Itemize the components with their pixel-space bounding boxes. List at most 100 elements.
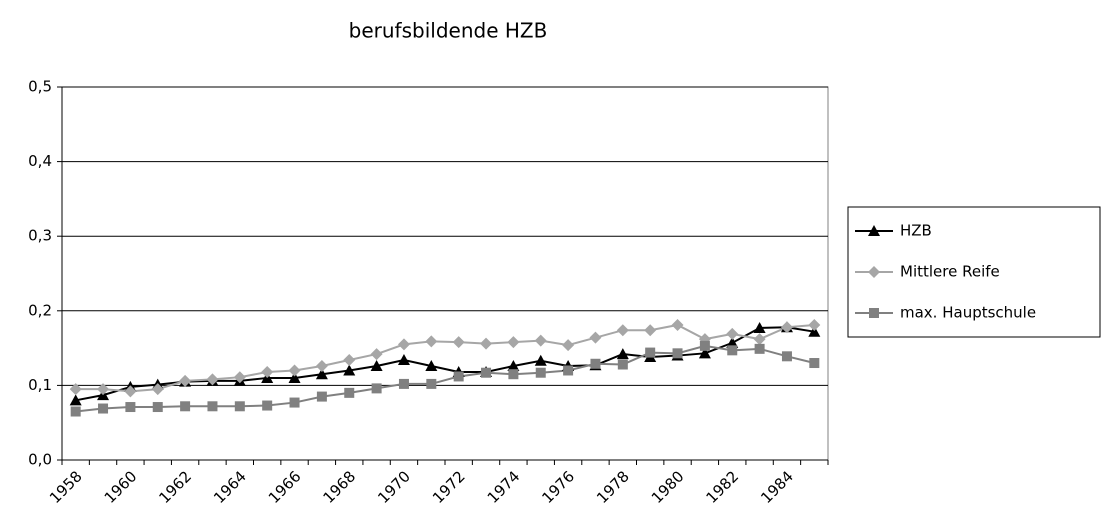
y-tick-label: 0,3 (28, 227, 52, 245)
data-point (289, 397, 300, 408)
data-point (507, 336, 520, 349)
x-tick-label: 1980 (648, 467, 688, 507)
x-tick-label: 1970 (374, 467, 414, 507)
chart-title: berufsbildende HZB (349, 19, 548, 43)
data-point (590, 358, 601, 369)
data-point (207, 401, 218, 412)
data-point (234, 401, 245, 412)
data-point (180, 401, 191, 412)
legend-marker (868, 266, 880, 278)
data-point (617, 359, 628, 370)
y-tick-label: 0,1 (28, 376, 52, 394)
series-line (75, 323, 815, 393)
data-point (534, 334, 547, 347)
data-point (397, 354, 410, 366)
y-tick-label: 0,4 (28, 152, 52, 170)
data-point (69, 383, 82, 396)
data-point (808, 325, 821, 337)
data-point (69, 394, 82, 406)
data-point (671, 318, 684, 331)
x-tick-label: 1978 (593, 467, 633, 507)
data-point (727, 345, 738, 356)
data-point (672, 348, 683, 359)
data-point (453, 371, 464, 382)
data-point (315, 360, 328, 373)
data-point (233, 371, 246, 384)
data-point (316, 391, 327, 402)
x-tick-label: 1958 (46, 467, 86, 507)
legend-label: max. Hauptschule (900, 304, 1036, 322)
data-point (397, 338, 410, 351)
data-point (70, 406, 81, 417)
data-point (315, 368, 328, 380)
data-point (344, 387, 355, 398)
data-point (753, 321, 766, 333)
legend-label: Mittlere Reife (900, 263, 1000, 281)
data-point (206, 373, 219, 386)
data-point (481, 367, 492, 378)
legend-marker (869, 308, 879, 318)
data-point (699, 340, 710, 351)
x-tick-label: 1974 (484, 467, 524, 507)
series-line (75, 326, 815, 402)
data-point (616, 348, 629, 360)
data-point (507, 360, 520, 372)
data-point (480, 337, 493, 350)
data-point (808, 318, 821, 331)
x-tick-label: 1976 (538, 467, 578, 507)
x-tick-label: 1960 (101, 467, 141, 507)
data-point (262, 400, 273, 411)
y-tick-label: 0,5 (28, 78, 52, 96)
data-point (97, 383, 110, 396)
data-point (124, 385, 137, 398)
data-point (371, 383, 382, 394)
data-point (261, 365, 274, 378)
data-point (781, 351, 792, 362)
x-tick-label: 1962 (155, 467, 195, 507)
data-point (425, 360, 438, 372)
data-point (698, 347, 711, 359)
data-point (452, 336, 465, 349)
plot-frame (61, 86, 829, 461)
x-tick-label: 1984 (757, 467, 797, 507)
data-point (535, 367, 546, 378)
data-point (288, 371, 301, 383)
data-point (370, 360, 383, 372)
data-point (98, 403, 109, 414)
data-point (809, 358, 820, 369)
data-point (589, 331, 602, 344)
data-point (425, 335, 438, 348)
data-point (398, 378, 409, 389)
data-point (645, 347, 656, 358)
data-point (563, 365, 574, 376)
data-point (370, 348, 383, 361)
data-point (152, 402, 163, 413)
data-point (179, 374, 192, 387)
legend-marker (868, 225, 880, 236)
x-tick-label: 1964 (210, 467, 250, 507)
y-tick-label: 0,2 (28, 301, 52, 319)
data-point (125, 402, 136, 413)
x-tick-label: 1966 (265, 467, 305, 507)
x-tick-label: 1982 (703, 467, 743, 507)
data-point (753, 333, 766, 346)
y-tick-label: 0,0 (28, 451, 52, 469)
x-tick-label: 1972 (429, 467, 469, 507)
data-point (343, 354, 356, 367)
data-point (534, 354, 547, 366)
data-point (288, 364, 301, 377)
data-point (426, 378, 437, 389)
data-point (151, 383, 164, 396)
data-point (726, 336, 739, 348)
x-tick-label: 1968 (320, 467, 360, 507)
data-point (562, 339, 575, 352)
series-line (75, 344, 815, 413)
legend-label: HZB (900, 222, 932, 240)
data-point (726, 327, 739, 340)
data-point (508, 369, 519, 380)
data-point (343, 364, 356, 376)
data-point (754, 343, 765, 354)
data-point (644, 324, 657, 337)
data-point (616, 324, 629, 337)
